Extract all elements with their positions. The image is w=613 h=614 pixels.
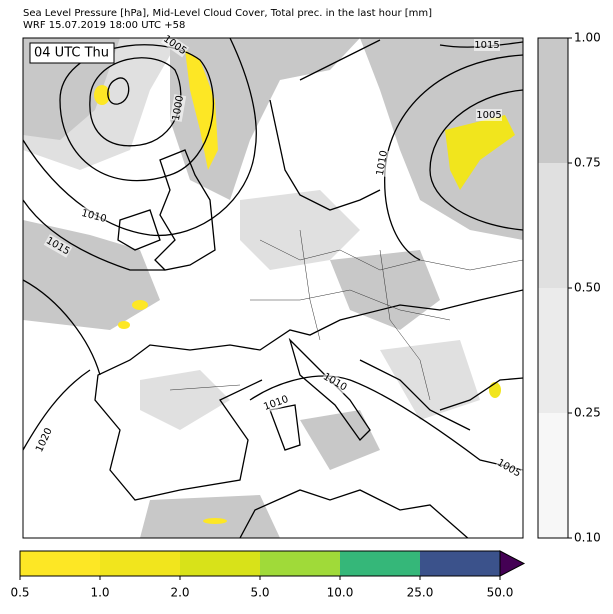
subtitle: WRF 15.07.2019 18:00 UTC +58 [23, 20, 185, 31]
precip-level [100, 551, 181, 576]
contour-label-bg [474, 39, 500, 51]
cloud-tick-label: 1.00 [574, 31, 601, 45]
precip-colorbar: 0.5 1.0 2.0 5.0 10.0 25.0 50.0 [10, 550, 526, 600]
contour-label-bg [169, 94, 187, 122]
time-label-box [29, 42, 115, 64]
contour-label: 1010 [375, 150, 390, 177]
precip-level [420, 551, 501, 576]
contour-label-bg [261, 392, 291, 414]
precip-level [180, 551, 261, 576]
precip-tick-label: 0.5 [10, 586, 29, 600]
contour-label: 1005 [476, 110, 501, 121]
precip-tick-label: 2.0 [170, 586, 189, 600]
precip-tick-label: 10.0 [327, 586, 354, 600]
map-frame [22, 37, 524, 539]
contour-label-bg [33, 425, 55, 455]
isobars [23, 38, 523, 471]
cloud-level [538, 38, 568, 163]
title: Sea Level Pressure [hPa], Mid-Level Clou… [23, 8, 432, 19]
contour-label: 1015 [474, 40, 499, 51]
contour-label-bg [476, 109, 502, 121]
cloud-tick-label: 0.75 [574, 156, 601, 170]
precip-tick-label: 25.0 [407, 586, 434, 600]
precip-tick-label: 5.0 [250, 586, 269, 600]
cloud-level [538, 413, 568, 538]
precip-tick-label: 1.0 [90, 586, 109, 600]
precip-level [20, 551, 101, 576]
precip-tick-label: 50.0 [487, 586, 514, 600]
contour-label: 1000 [171, 95, 186, 122]
cloud-colorbar: 0.10 0.25 0.50 0.75 1.00 [537, 31, 601, 545]
cloud-tick-label: 0.25 [574, 406, 601, 420]
map: 1005100010151005101010101015101010101020… [22, 32, 524, 539]
cloud-level [538, 163, 568, 288]
precip-level [260, 551, 341, 576]
cloud-tick-label: 0.50 [574, 281, 601, 295]
cloud-tick-label: 0.10 [574, 531, 601, 545]
contour-label-bg [494, 456, 524, 480]
contour-label-bg [160, 32, 190, 58]
contour-label-bg [320, 370, 350, 394]
contour-label-bg [43, 234, 73, 258]
borders [169, 229, 523, 401]
contour-label-bg [79, 206, 109, 226]
precip-extend [499, 550, 526, 577]
coastlines [94, 39, 523, 538]
time-label: 04 UTC Thu [34, 46, 109, 61]
precip-level [340, 551, 421, 576]
cloud-level [538, 288, 568, 413]
contour-label-bg [373, 149, 391, 177]
